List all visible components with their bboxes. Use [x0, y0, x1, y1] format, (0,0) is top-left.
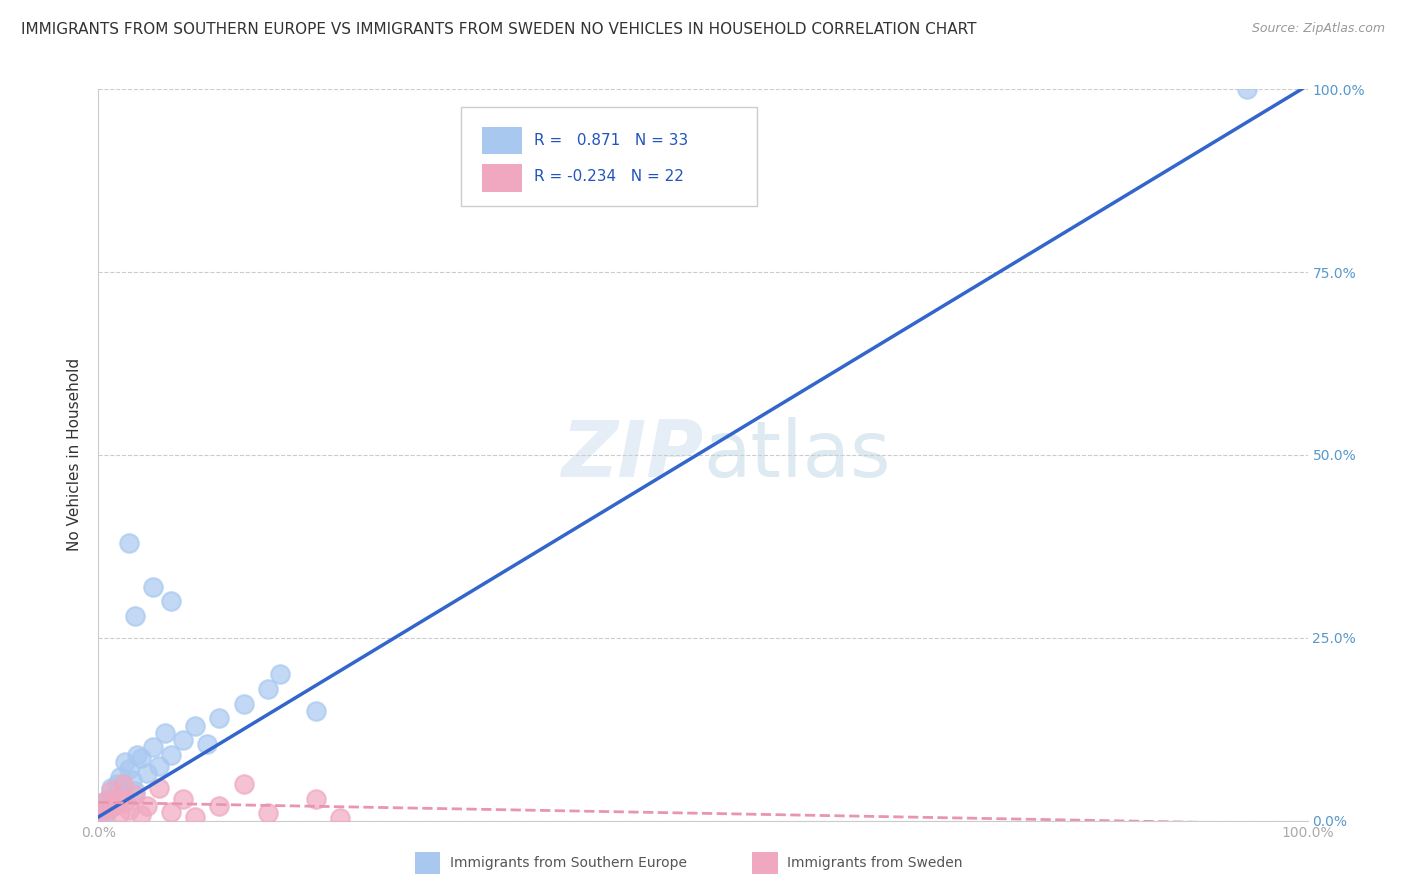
Text: IMMIGRANTS FROM SOUTHERN EUROPE VS IMMIGRANTS FROM SWEDEN NO VEHICLES IN HOUSEHO: IMMIGRANTS FROM SOUTHERN EUROPE VS IMMIG…	[21, 22, 977, 37]
Point	[97, 791, 120, 805]
Point	[111, 788, 134, 802]
Text: Immigrants from Sweden: Immigrants from Sweden	[787, 856, 963, 871]
Text: Source: ZipAtlas.com: Source: ZipAtlas.com	[1251, 22, 1385, 36]
FancyBboxPatch shape	[482, 164, 522, 192]
Point	[114, 796, 136, 810]
Point	[129, 751, 152, 765]
Point	[305, 791, 328, 805]
Point	[208, 711, 231, 725]
Point	[142, 740, 165, 755]
Point	[148, 780, 170, 795]
Point	[184, 718, 207, 732]
Point	[208, 799, 231, 814]
Point	[93, 796, 115, 810]
Point	[127, 747, 149, 762]
Point	[1236, 82, 1258, 96]
Point	[114, 755, 136, 769]
Text: atlas: atlas	[703, 417, 890, 493]
FancyBboxPatch shape	[482, 127, 522, 154]
Point	[135, 799, 157, 814]
Point	[256, 806, 278, 821]
Text: R =   0.871   N = 33: R = 0.871 N = 33	[534, 133, 688, 148]
Point	[105, 777, 128, 791]
Point	[256, 681, 278, 696]
Point	[305, 704, 328, 718]
Point	[94, 806, 117, 821]
Point	[124, 788, 146, 802]
Point	[90, 806, 112, 821]
Text: Immigrants from Southern Europe: Immigrants from Southern Europe	[450, 856, 688, 871]
Point	[97, 803, 120, 817]
Point	[124, 608, 146, 623]
Point	[329, 812, 352, 826]
Point	[121, 773, 143, 788]
Point	[129, 807, 152, 822]
Point	[269, 667, 291, 681]
Point	[160, 594, 183, 608]
Point	[172, 733, 194, 747]
FancyBboxPatch shape	[461, 108, 758, 206]
Point	[135, 766, 157, 780]
Point	[105, 791, 128, 805]
Point	[153, 726, 176, 740]
Text: ZIP: ZIP	[561, 417, 703, 493]
Point	[91, 803, 114, 817]
Point	[100, 780, 122, 795]
Point	[118, 803, 141, 817]
Point	[118, 535, 141, 549]
Text: R = -0.234   N = 22: R = -0.234 N = 22	[534, 169, 683, 185]
Point	[148, 758, 170, 772]
Point	[101, 799, 124, 814]
Point	[101, 799, 124, 814]
Point	[172, 791, 194, 805]
Point	[100, 784, 122, 798]
Y-axis label: No Vehicles in Household: No Vehicles in Household	[67, 359, 83, 551]
Point	[108, 770, 131, 784]
Point	[232, 697, 254, 711]
Point	[93, 796, 115, 810]
Point	[184, 810, 207, 824]
Point	[232, 777, 254, 791]
Point	[124, 784, 146, 798]
Point	[111, 777, 134, 791]
Point	[160, 747, 183, 762]
Point	[142, 580, 165, 594]
Point	[108, 806, 131, 821]
Point	[118, 763, 141, 777]
Point	[195, 737, 218, 751]
Point	[160, 805, 183, 819]
